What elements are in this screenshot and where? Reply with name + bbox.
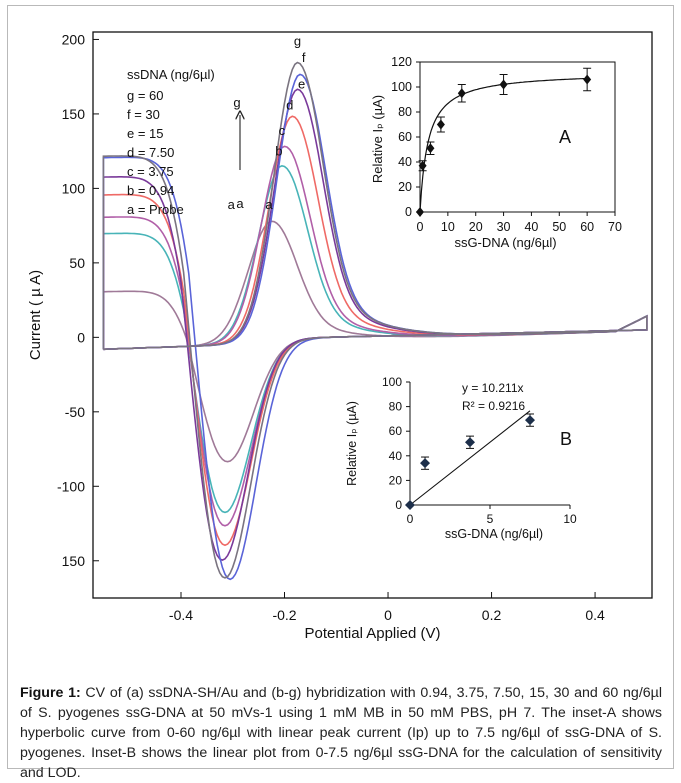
inset-b-r-squared: R² = 0.9216	[462, 399, 525, 413]
peak-label-f: f	[302, 50, 306, 65]
inset-a-y-tick-label: 40	[398, 155, 412, 169]
x-tick-label: 0.4	[585, 607, 605, 623]
inset-a-point	[457, 88, 466, 99]
inset-a-y-tick-label: 20	[398, 180, 412, 194]
y-tick-label: 150	[62, 106, 86, 122]
y-tick-label: -50	[65, 404, 85, 420]
inset-a-title: A	[559, 127, 571, 147]
inset-a-y-tick-label: 120	[391, 55, 412, 69]
inset-b-background	[338, 370, 588, 525]
inset-a-point	[499, 79, 508, 90]
y-tick-label: -100	[57, 478, 85, 494]
peak-label-g: g	[294, 33, 301, 48]
inset-b-point	[420, 458, 431, 469]
inset-a-x-tick-label: 10	[441, 220, 455, 234]
arrow-label-bottom: a	[236, 196, 244, 211]
inset-a-x-label: ssG-DNA (ng/6µl)	[454, 235, 556, 250]
inset-b-equation: y = 10.211x	[462, 381, 524, 395]
y-tick-label: 200	[62, 31, 86, 47]
inset-b-y-tick-label: 100	[382, 375, 402, 389]
inset-a-y-tick-label: 100	[391, 80, 412, 94]
peak-label-b: b	[275, 144, 282, 159]
inset-b-y-tick-label: 0	[395, 498, 402, 512]
inset-a-x-tick-label: 0	[417, 220, 424, 234]
x-tick-label: 0.2	[482, 607, 502, 623]
y-tick-label: 0	[77, 329, 85, 345]
caption-text: CV of (a) ssDNA-SH/Au and (b-g) hybridiz…	[20, 685, 662, 781]
inset-b-y-tick-label: 40	[389, 449, 403, 463]
inset-b-x-tick-label: 0	[407, 512, 414, 526]
caption-label: Figure 1:	[20, 685, 81, 701]
inset-b-y-tick-label: 60	[389, 424, 403, 438]
main-plot-frame	[92, 31, 653, 599]
cv-figure: -0.4 -0.2 0 0.2 0.4200150100500-50-100150Pot…	[27, 31, 653, 642]
inset-a-y-tick-label: 0	[405, 205, 412, 219]
inset-b-point	[525, 415, 535, 426]
inset-b-x-label: ssG-DNA (ng/6µl)	[445, 527, 543, 541]
y-tick-label: 50	[69, 255, 85, 271]
inset-a-point	[583, 74, 592, 85]
legend-entry: a = Probe	[127, 202, 184, 217]
x-axis-label: Potential Applied (V)	[305, 625, 441, 642]
inset-a-plot: 0 10 20 30 40 50 60 70 0 20 40 60 80 100 120 ssG-DNA (n…	[362, 45, 647, 267]
y-axis-label: Current ( µ A)	[27, 270, 44, 360]
inset-b-y-label: Relative Iₚ (µA)	[345, 401, 359, 486]
inset-b-x-tick-label: 5	[487, 512, 494, 526]
inset-b-title: B	[560, 429, 572, 449]
legend-entry: e = 15	[127, 126, 164, 141]
inset-b-y-tick-label: 20	[389, 473, 403, 487]
inset-b-point	[405, 500, 415, 510]
y-tick-label: 150	[62, 553, 86, 569]
legend-entry: f = 30	[127, 107, 160, 122]
inset-a-point	[418, 160, 427, 171]
figure-caption: Figure 1: CV of (a) ssDNA-SH/Au and (b-g…	[20, 683, 662, 783]
inset-a-x-tick-label: 70	[608, 220, 622, 234]
legend-title: ssDNA (ng/6µl)	[127, 67, 215, 82]
x-tick-label: -0.4	[169, 607, 193, 623]
peak-label-c: c	[279, 123, 286, 138]
inset-a-y-tick-label: 80	[398, 105, 412, 119]
inset-a-point	[436, 119, 445, 130]
inset-b-x-tick-label: 10	[563, 512, 577, 526]
legend-entry: d = 7.50	[127, 145, 174, 160]
inset-a-x-tick-label: 50	[552, 220, 566, 234]
peak-label-e: e	[298, 77, 305, 92]
legend-entry: c = 3.75	[127, 164, 174, 179]
x-tick-label: -0.2	[272, 607, 296, 623]
peak-label-d: d	[286, 97, 293, 112]
inset-a-x-tick-label: 30	[497, 220, 511, 234]
y-tick-label: 100	[62, 180, 86, 196]
cv-curve-g	[102, 61, 648, 579]
inset-a-point	[426, 143, 435, 154]
inset-a-x-tick-label: 40	[524, 220, 538, 234]
inset-b-fit-line	[409, 410, 531, 506]
inset-a-x-tick-label: 20	[469, 220, 483, 234]
legend-entry: g = 60	[127, 88, 164, 103]
inset-b-point	[465, 437, 475, 448]
legend-entry: b = 0.94	[127, 183, 174, 198]
peak-label-a: a	[265, 197, 273, 212]
peak-label-a: a	[228, 197, 236, 212]
arrow-label-top: g	[233, 95, 240, 110]
inset-a-y-tick-label: 60	[398, 130, 412, 144]
inset-b-y-tick-label: 80	[389, 400, 403, 414]
inset-a-y-label: Relative Iₚ (µA)	[370, 95, 385, 183]
inset-a-x-tick-label: 60	[580, 220, 594, 234]
x-tick-label: 0	[384, 607, 392, 623]
main-cv-plot: -0.4 -0.2 0 0.2 0.4200150100500-50-100150Pot…	[27, 31, 653, 642]
inset-a-point	[416, 207, 424, 217]
